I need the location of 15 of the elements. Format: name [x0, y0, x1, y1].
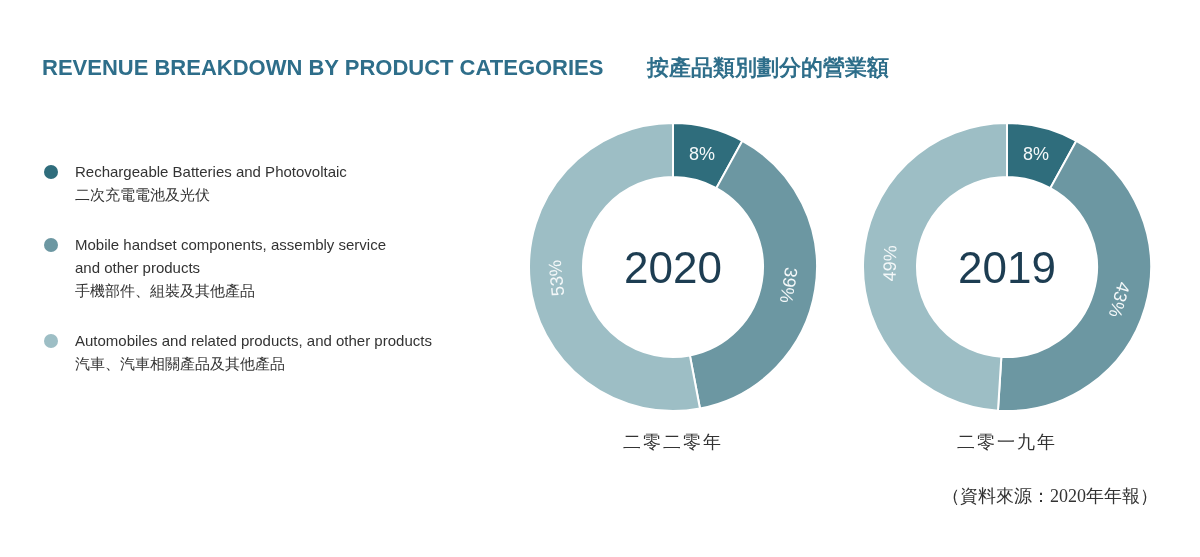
data-label: 39% [775, 265, 802, 305]
data-label: 53% [544, 259, 569, 297]
data-label: 8% [689, 143, 716, 164]
chart-title: REVENUE BREAKDOWN BY PRODUCT CATEGORIES 按產品類別劃分的營業額 [42, 55, 890, 80]
text: 2019 [958, 242, 1056, 292]
data-label: 49% [879, 245, 901, 282]
legend-label: Rechargeable Batteries and Photovoltaic 二次充電電池及光伏 [75, 163, 348, 203]
legend-label: Mobile handset components, assembly service and other products 手機部件、組裝及其他產品 [75, 236, 386, 299]
data-label: 43% [1104, 279, 1134, 320]
text: 2020 [624, 242, 722, 292]
text: 二零二零年 [623, 432, 723, 452]
text: 二零一九年 [957, 432, 1057, 452]
text: （資料來源：2020年年報） [942, 486, 1158, 506]
legend-label: Automobiles and related products, and other products 汽車、汽車相關產品及其他產品 [75, 332, 432, 372]
data-label: 8% [1023, 143, 1050, 164]
